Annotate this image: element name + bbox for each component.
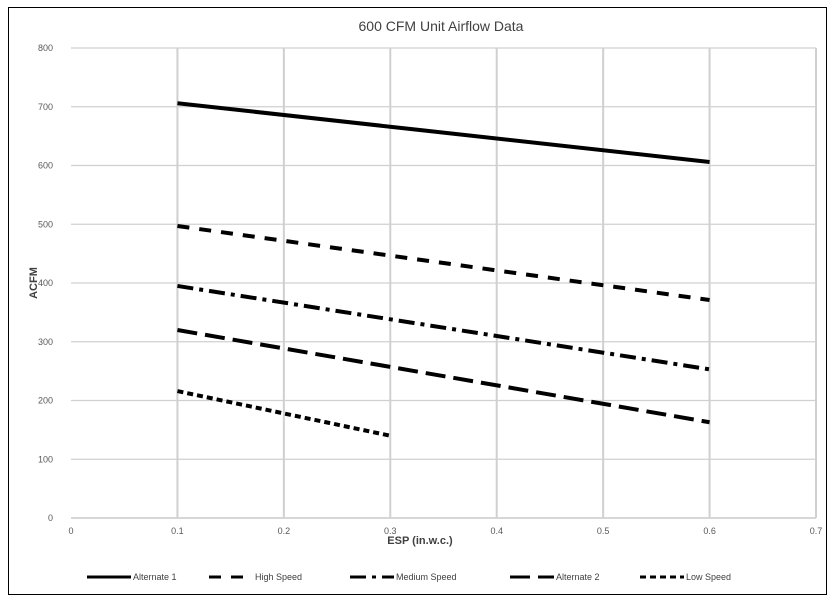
tick-labels: 0 100 200 300 400 500 600 700 800 0 0.1 0.2 0.3 0.4 0.…: [38, 43, 822, 536]
legend-label: Alternate 2: [556, 572, 600, 582]
y-tick-label: 100: [38, 454, 53, 464]
y-tick-label: 800: [38, 43, 53, 53]
legend-label: Medium Speed: [396, 572, 457, 582]
series-line-low-speed: [177, 389, 391, 438]
x-tick-label: 0.4: [490, 526, 503, 536]
series-line-alternate-2: [177, 328, 710, 425]
chart-title: 600 CFM Unit Airflow Data: [359, 18, 524, 34]
x-tick-label: 0.6: [703, 526, 716, 536]
x-axis-label: ESP (in.w.c.): [387, 535, 453, 547]
legend-label: Alternate 1: [133, 572, 177, 582]
y-tick-label: 200: [38, 396, 53, 406]
y-tick-label: 600: [38, 161, 53, 171]
x-tick-label: 0.1: [171, 526, 184, 536]
x-tick-label: 0.5: [597, 526, 610, 536]
x-tick-label: 0.2: [278, 526, 291, 536]
x-tick-label: 0.3: [384, 526, 397, 536]
series-line-high-speed: [177, 224, 710, 303]
series-line-medium-speed: [177, 283, 710, 372]
series-line-alternate-1: [177, 101, 710, 164]
y-axis-label: ACFM: [28, 267, 40, 299]
legend-label: High Speed: [255, 572, 302, 582]
grid-lines: [71, 47, 817, 519]
y-tick-label: 400: [38, 278, 53, 288]
chart-frame: [8, 7, 827, 595]
y-tick-label: 0: [48, 513, 53, 523]
legend: Alternate 1 High Speed Medium Speed Alterna…: [87, 572, 731, 582]
y-tick-label: 300: [38, 337, 53, 347]
y-tick-label: 500: [38, 219, 53, 229]
series-lines: [177, 101, 710, 438]
y-tick-label: 700: [38, 102, 53, 112]
x-tick-label: 0.7: [810, 526, 823, 536]
x-tick-label: 0: [68, 526, 73, 536]
legend-label: Low Speed: [686, 572, 731, 582]
